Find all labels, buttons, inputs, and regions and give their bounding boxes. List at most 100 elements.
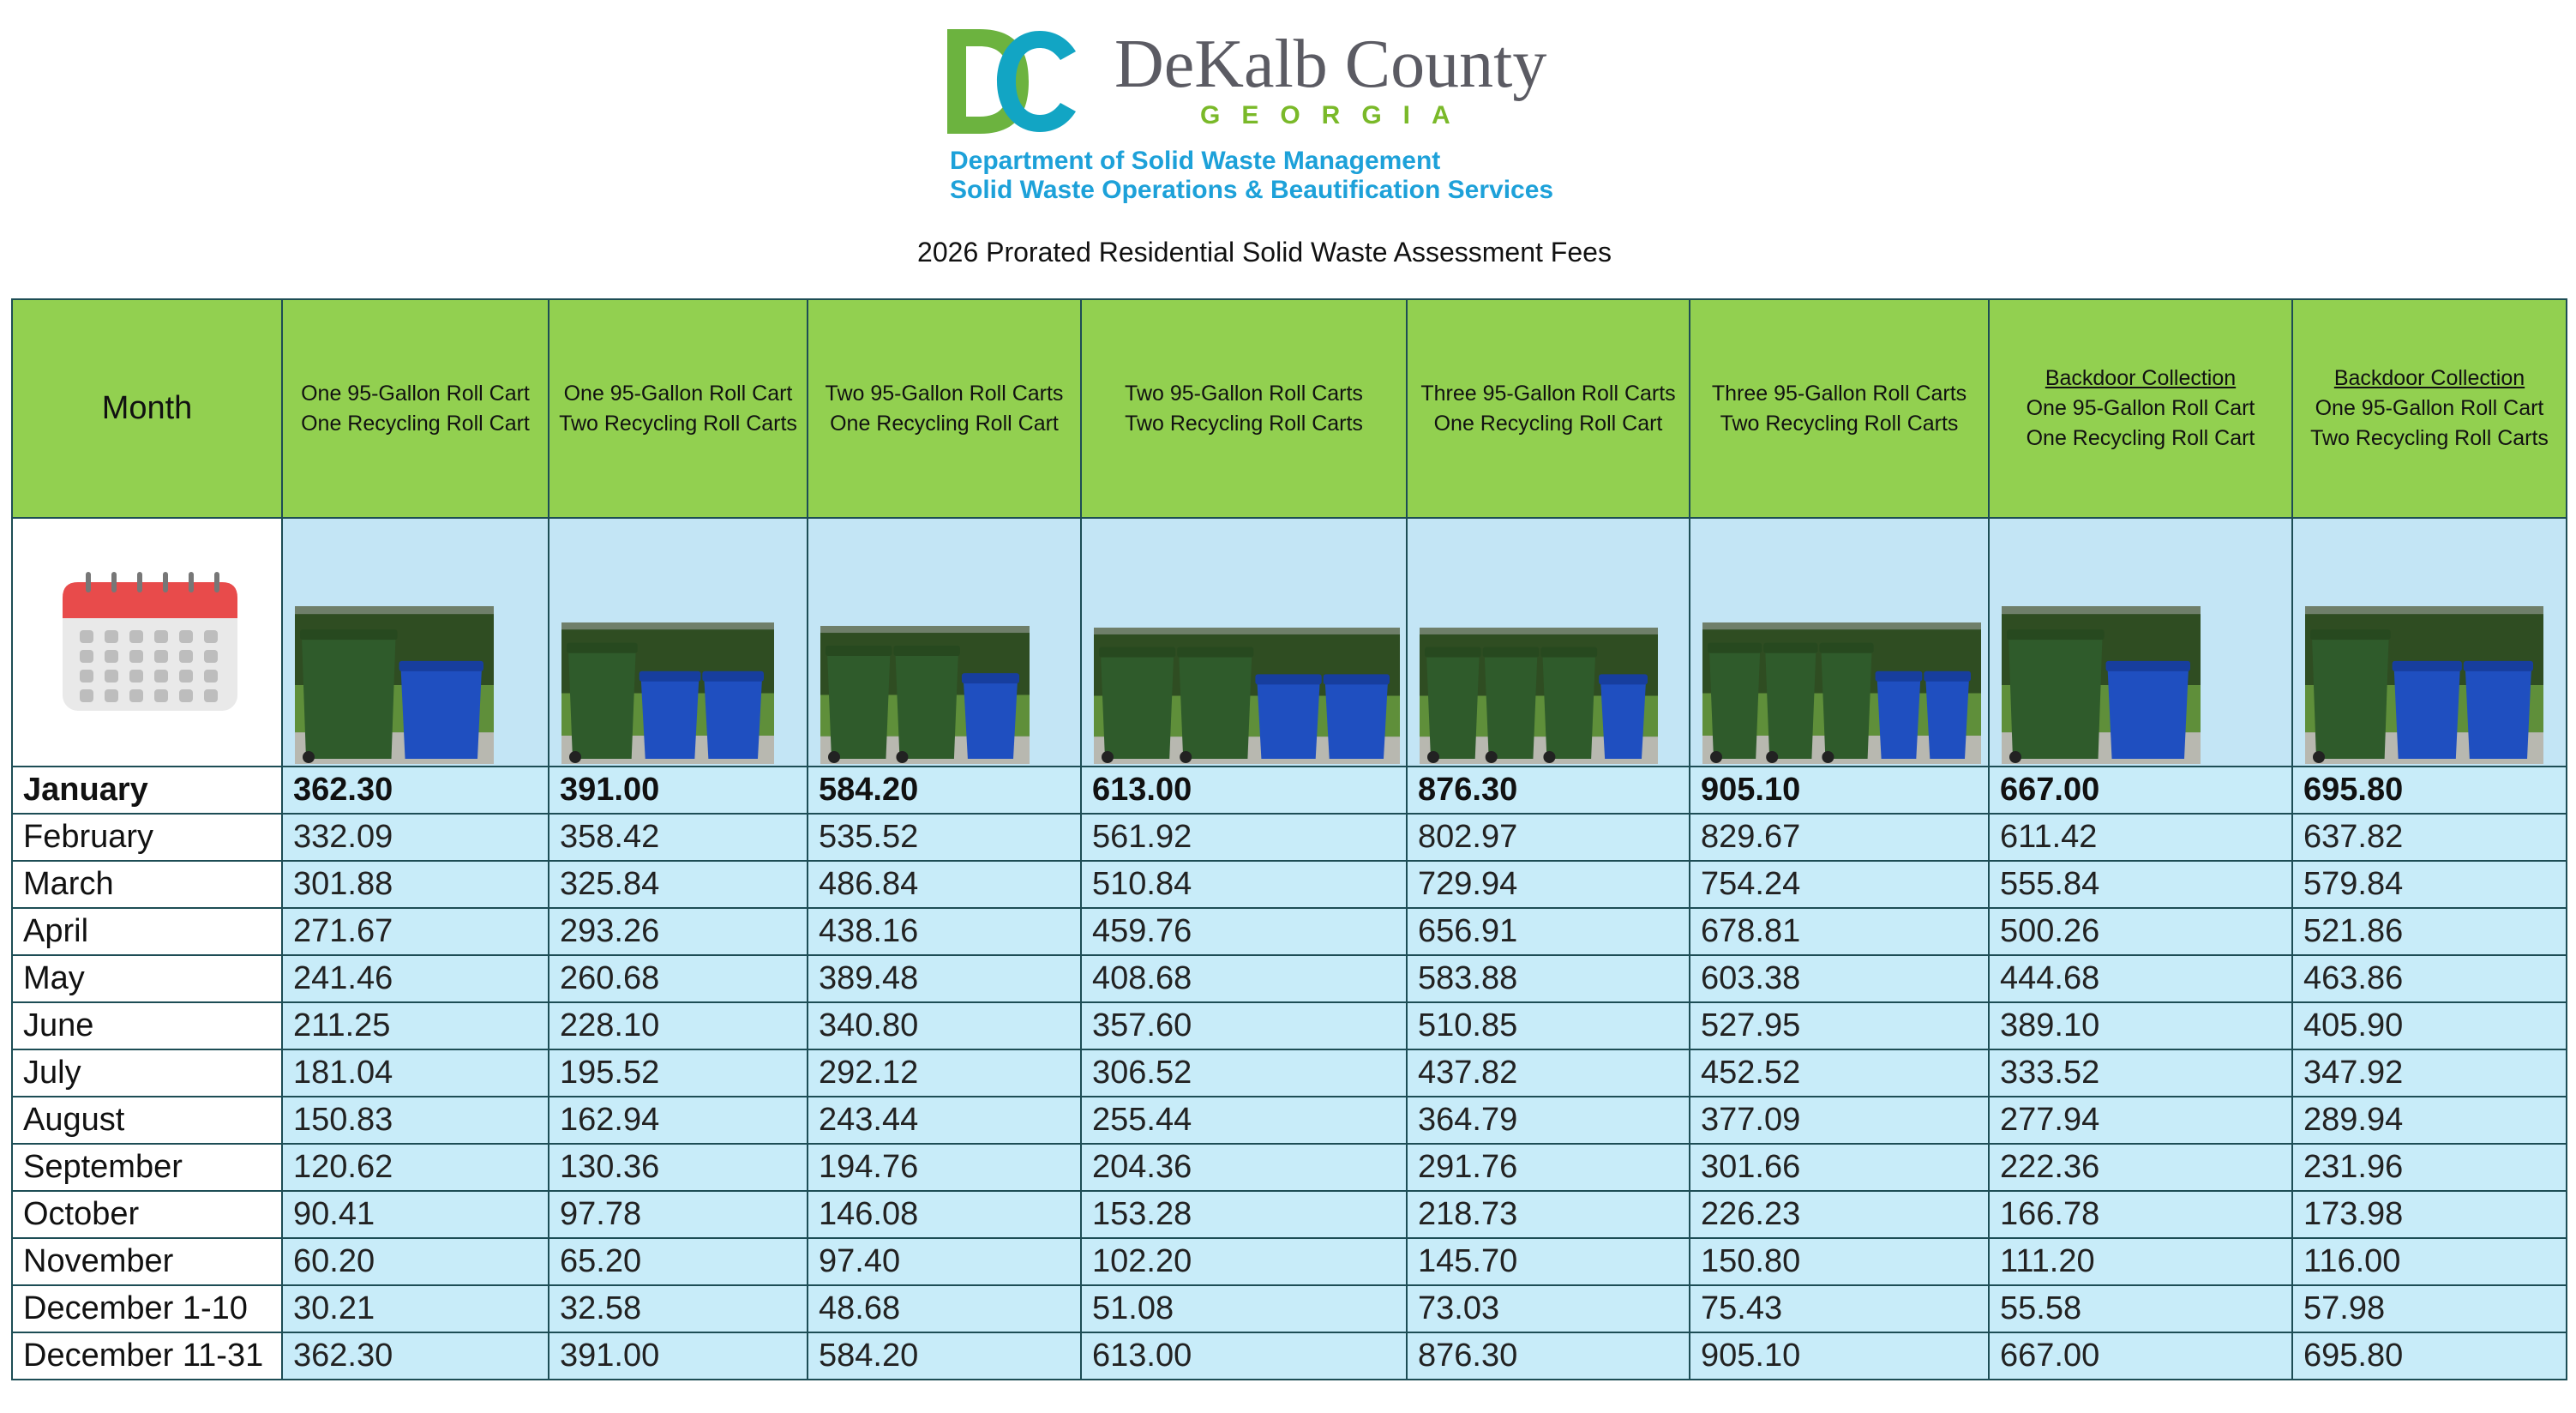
fee-cell: 362.30	[281, 766, 549, 815]
division-name: Solid Waste Operations & Beautification …	[950, 176, 1554, 204]
fee-cell: 695.80	[2291, 1332, 2567, 1380]
cart-image	[1094, 628, 1400, 764]
fee-cell: 228.10	[548, 1001, 808, 1050]
column-header: One 95-Gallon Roll Cart One Recycling Rol…	[281, 298, 549, 519]
fee-cell: 65.20	[548, 1237, 808, 1286]
column-header: Three 95-Gallon Roll Carts Two Recycling …	[1689, 298, 1990, 519]
fee-cell: 116.00	[2291, 1237, 2567, 1286]
fee-cell: 120.62	[281, 1143, 549, 1192]
fee-cell: 729.94	[1406, 860, 1690, 909]
data-row: October 90.41 97.78 146.08 153.28 218.73 226.2…	[11, 1190, 2567, 1239]
fee-cell: 876.30	[1406, 766, 1690, 815]
fee-cell: 611.42	[1988, 813, 2293, 862]
column-header: Backdoor Collection One 95-Gallon Roll Ca…	[1988, 298, 2293, 519]
fee-cell: 222.36	[1988, 1143, 2293, 1192]
data-row: February 332.09 358.42 535.52 561.92 802.97 82…	[11, 813, 2567, 862]
fee-cell: 97.40	[807, 1237, 1082, 1286]
fee-cell: 905.10	[1689, 766, 1990, 815]
fee-cell: 437.82	[1406, 1049, 1690, 1097]
fee-cell: 358.42	[548, 813, 808, 862]
cart-image	[2002, 606, 2201, 764]
fee-cell: 111.20	[1988, 1237, 2293, 1286]
fee-cell: 389.48	[807, 954, 1082, 1003]
column-header: Three 95-Gallon Roll Carts One Recycling …	[1406, 298, 1690, 519]
month-cell: August	[11, 1096, 283, 1145]
fee-cell: 486.84	[807, 860, 1082, 909]
fee-cell: 57.98	[2291, 1284, 2567, 1333]
fee-cell: 555.84	[1988, 860, 2293, 909]
data-row: November 60.20 65.20 97.40 102.20 145.70 150.8…	[11, 1237, 2567, 1286]
fee-cell: 438.16	[807, 907, 1082, 956]
fee-cell: 55.58	[1988, 1284, 2293, 1333]
logo-name: DeKalb County	[1114, 27, 1547, 102]
month-cell: July	[11, 1049, 283, 1097]
fee-cell: 97.78	[548, 1190, 808, 1239]
fee-cell: 226.23	[1689, 1190, 1990, 1239]
cart-image	[1420, 628, 1658, 764]
fee-cell: 51.08	[1080, 1284, 1408, 1333]
fee-cell: 510.85	[1406, 1001, 1690, 1050]
column-header-line: One Recycling Roll Cart	[1433, 411, 1663, 436]
fee-cell: 162.94	[548, 1096, 808, 1145]
month-cell: December 11-31	[11, 1332, 283, 1380]
fee-cell: 194.76	[807, 1143, 1082, 1192]
data-row: December 1-10 30.21 32.58 48.68 51.08 73.03 75…	[11, 1284, 2567, 1333]
fee-cell: 389.10	[1988, 1001, 2293, 1050]
month-cell: December 1-10	[11, 1284, 283, 1333]
month-cell: October	[11, 1190, 283, 1239]
cart-image	[820, 626, 1030, 764]
fee-cell: 153.28	[1080, 1190, 1408, 1239]
fee-cell: 667.00	[1988, 766, 2293, 815]
column-header-line: Two Recycling Roll Carts	[559, 411, 797, 436]
fee-cell: 584.20	[807, 766, 1082, 815]
fee-cell: 377.09	[1689, 1096, 1990, 1145]
data-row: May 241.46 260.68 389.48 408.68 583.88 603.38 4…	[11, 954, 2567, 1003]
column-header-line: One 95-Gallon Roll Cart	[301, 381, 530, 406]
cart-image-cell	[1689, 517, 1990, 767]
column-header: Two 95-Gallon Roll Carts One Recycling Ro…	[807, 298, 1082, 519]
fee-cell: 391.00	[548, 1332, 808, 1380]
fee-cell: 90.41	[281, 1190, 549, 1239]
column-header-line: Two 95-Gallon Roll Carts	[1125, 381, 1363, 406]
fee-cell: 678.81	[1689, 907, 1990, 956]
fee-cell: 510.84	[1080, 860, 1408, 909]
month-cell: June	[11, 1001, 283, 1050]
column-header: Two 95-Gallon Roll Carts Two Recycling Ro…	[1080, 298, 1408, 519]
logo-state: GEORGIA	[1200, 101, 1472, 129]
fee-cell: 75.43	[1689, 1284, 1990, 1333]
fee-cell: 527.95	[1689, 1001, 1990, 1050]
fee-cell: 292.12	[807, 1049, 1082, 1097]
fee-cell: 391.00	[548, 766, 808, 815]
fee-cell: 535.52	[807, 813, 1082, 862]
fee-table: Month One 95-Gallon Roll Cart One Recyclin…	[11, 298, 2567, 1380]
fee-cell: 241.46	[281, 954, 549, 1003]
fee-cell: 301.66	[1689, 1143, 1990, 1192]
fee-cell: 173.98	[2291, 1190, 2567, 1239]
column-header-line: One 95-Gallon Roll Cart	[2026, 396, 2255, 420]
cart-image-cell	[2291, 517, 2567, 767]
fee-cell: 60.20	[281, 1237, 549, 1286]
department-name: Department of Solid Waste Management	[950, 147, 1441, 175]
fee-cell: 876.30	[1406, 1332, 1690, 1380]
fee-cell: 211.25	[281, 1001, 549, 1050]
fee-cell: 444.68	[1988, 954, 2293, 1003]
fee-cell: 291.76	[1406, 1143, 1690, 1192]
fee-cell: 408.68	[1080, 954, 1408, 1003]
data-row: March 301.88 325.84 486.84 510.84 729.94 754.2…	[11, 860, 2567, 909]
fee-cell: 829.67	[1689, 813, 1990, 862]
column-heading: Backdoor Collection	[2333, 366, 2525, 390]
data-row: December 11-31 362.30 391.00 584.20 613.00 87…	[11, 1332, 2567, 1380]
fee-cell: 48.68	[807, 1284, 1082, 1333]
column-header-line: Three 95-Gallon Roll Carts	[1711, 381, 1967, 406]
fee-cell: 325.84	[548, 860, 808, 909]
fee-cell: 347.92	[2291, 1049, 2567, 1097]
column-header: One 95-Gallon Roll Cart Two Recycling Rol…	[548, 298, 808, 519]
fee-cell: 218.73	[1406, 1190, 1690, 1239]
fee-cell: 260.68	[548, 954, 808, 1003]
fee-cell: 204.36	[1080, 1143, 1408, 1192]
cart-image-cell	[1406, 517, 1690, 767]
fee-cell: 463.86	[2291, 954, 2567, 1003]
calendar-icon	[63, 572, 237, 711]
column-heading: Backdoor Collection	[2045, 366, 2237, 390]
